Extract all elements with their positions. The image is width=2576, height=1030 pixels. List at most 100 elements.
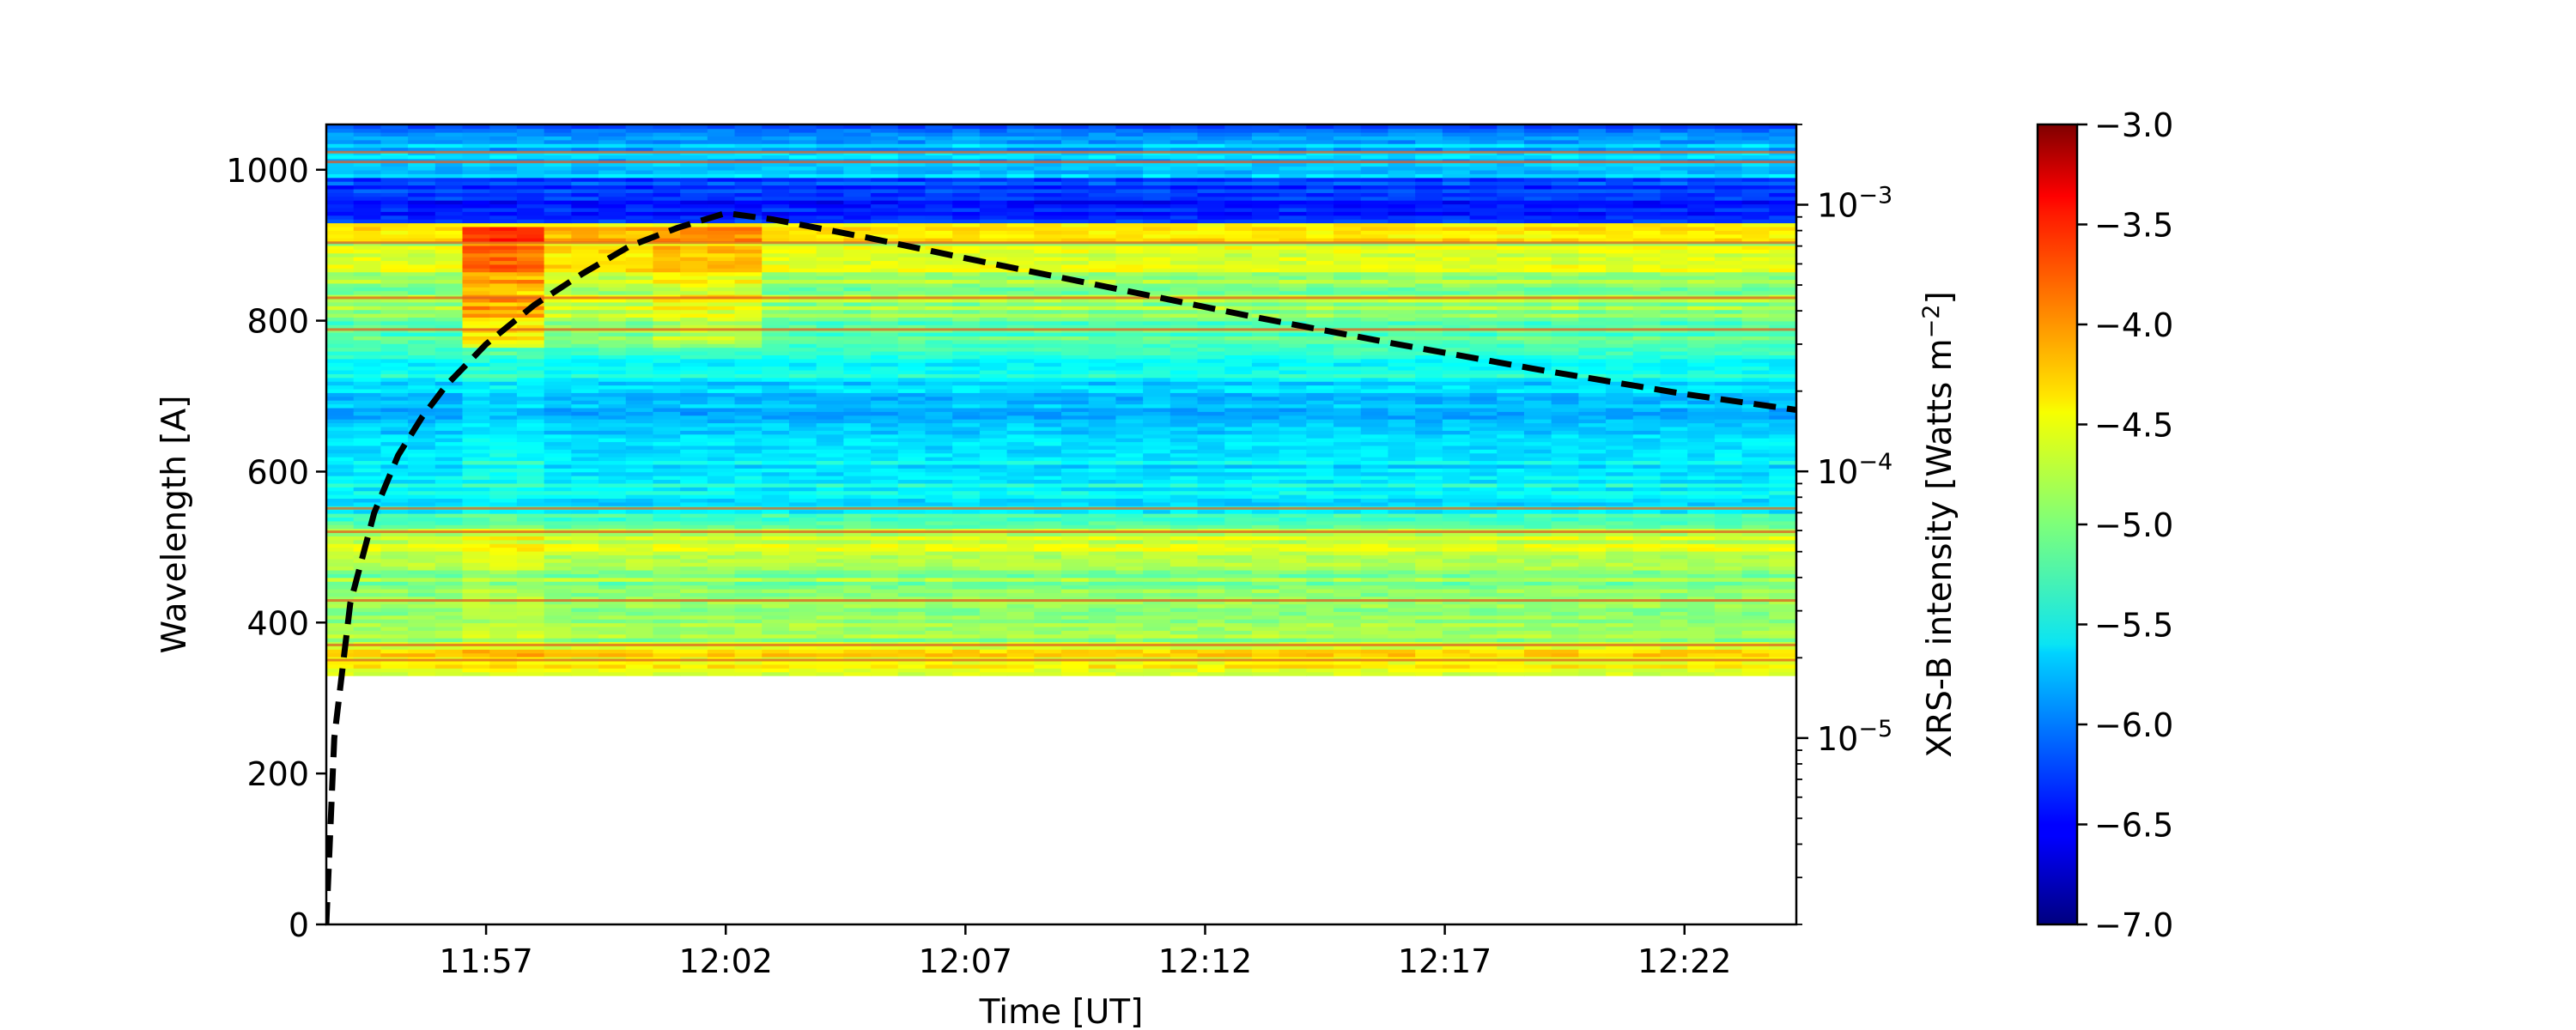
heatmap-cell (1578, 649, 1607, 654)
heatmap-cell (1578, 539, 1607, 544)
heatmap-cell (843, 385, 872, 390)
heatmap-cell (1632, 585, 1662, 590)
heatmap-cell (1143, 633, 1171, 639)
heatmap-cell (462, 671, 491, 676)
heatmap-cell (925, 524, 953, 530)
heatmap-cell (1170, 542, 1199, 548)
heatmap-cell (1279, 592, 1308, 597)
heatmap-cell (1306, 622, 1334, 627)
heatmap-cell (1251, 494, 1280, 500)
heatmap-cell (1360, 501, 1389, 506)
heatmap-cell (1578, 550, 1607, 555)
heatmap-cell (1115, 441, 1144, 446)
heatmap-cell (1551, 599, 1580, 605)
heatmap-cell (1497, 649, 1525, 654)
heatmap-cell (598, 558, 627, 563)
heatmap-cell (1251, 626, 1280, 631)
heatmap-cell (788, 385, 817, 390)
heatmap-cell (979, 539, 1008, 544)
heatmap-cell (871, 430, 899, 435)
heatmap-cell (1388, 637, 1416, 643)
heatmap-cell (462, 468, 491, 473)
heatmap-cell (489, 630, 518, 635)
heatmap-cell (1469, 407, 1498, 412)
heatmap-cell (1170, 633, 1199, 639)
heatmap-cell (816, 626, 845, 631)
heatmap-cell (380, 350, 409, 355)
heatmap-cell (1769, 577, 1796, 582)
heatmap-cell (462, 528, 491, 533)
heatmap-cell (1115, 487, 1144, 492)
heatmap-cell (1061, 633, 1090, 639)
heatmap-cell (788, 517, 817, 522)
heatmap-cell (788, 433, 817, 439)
heatmap-cell (897, 663, 927, 669)
heatmap-cell (1442, 630, 1471, 635)
heatmap-cell (707, 528, 736, 533)
heatmap-cell (380, 645, 409, 650)
heatmap-cell (1306, 475, 1334, 481)
heatmap-cell (1061, 626, 1090, 631)
heatmap-cell (1279, 482, 1308, 488)
heatmap-cell (707, 403, 736, 409)
heatmap-cell (979, 449, 1008, 454)
heatmap-cell (1523, 452, 1552, 457)
heatmap-cell (1061, 592, 1090, 597)
heatmap-cell (462, 373, 491, 379)
heatmap-cell (326, 512, 355, 518)
heatmap-cell (353, 342, 382, 348)
heatmap-cell (1551, 517, 1580, 522)
heatmap-cell (1279, 388, 1308, 393)
heatmap-cell (1469, 547, 1498, 552)
heatmap-cell (707, 501, 736, 506)
heatmap-cell (1115, 547, 1144, 552)
heatmap-cell (1551, 430, 1580, 435)
heatmap-cell (571, 566, 599, 571)
heatmap-cell (653, 585, 681, 590)
heatmap-cell (1660, 468, 1688, 473)
heatmap-cell (462, 433, 491, 439)
heatmap-cell (1523, 509, 1552, 514)
heatmap-cell (1769, 331, 1796, 336)
heatmap-cell (762, 649, 790, 654)
heatmap-cell (1034, 536, 1062, 541)
heatmap-cell (1115, 536, 1144, 541)
heatmap-cell (897, 369, 927, 374)
heatmap-cell (544, 411, 573, 416)
heatmap-cell (979, 433, 1008, 439)
heatmap-cell (1632, 668, 1662, 673)
heatmap-cell (1687, 422, 1716, 427)
heatmap-cell (1578, 520, 1607, 525)
heatmap-cell (1224, 668, 1253, 673)
heatmap-cell (1388, 494, 1416, 500)
heatmap-cell (1632, 350, 1662, 355)
heatmap-cell (1224, 645, 1253, 650)
heatmap-cell (1769, 441, 1796, 446)
heatmap-cell (1306, 607, 1334, 612)
heatmap-cell (843, 588, 872, 593)
heatmap-cell (1197, 399, 1226, 405)
heatmap-cell (1442, 588, 1471, 593)
heatmap-cell (734, 494, 763, 500)
heatmap-cell (625, 618, 654, 624)
heatmap-cell (1687, 637, 1716, 643)
heatmap-cell (707, 520, 736, 525)
heatmap-cell (1606, 441, 1634, 446)
heatmap-cell (788, 342, 817, 348)
heatmap-cell (707, 633, 736, 639)
heatmap-cell (1551, 377, 1580, 382)
heatmap-cell (1088, 585, 1117, 590)
heatmap-cell (1714, 512, 1743, 518)
heatmap-cell (1469, 585, 1498, 590)
heatmap-cell (1334, 618, 1362, 624)
heatmap-cell (871, 622, 899, 627)
heatmap-cell (762, 482, 790, 488)
heatmap-cell (653, 331, 681, 336)
heatmap-cell (1523, 373, 1552, 379)
heatmap-cell (625, 449, 654, 454)
heatmap-cell (625, 426, 654, 431)
heatmap-cell (1769, 656, 1796, 662)
heatmap-cell (1578, 517, 1607, 522)
heatmap-cell (1469, 668, 1498, 673)
heatmap-cell (1061, 392, 1090, 397)
